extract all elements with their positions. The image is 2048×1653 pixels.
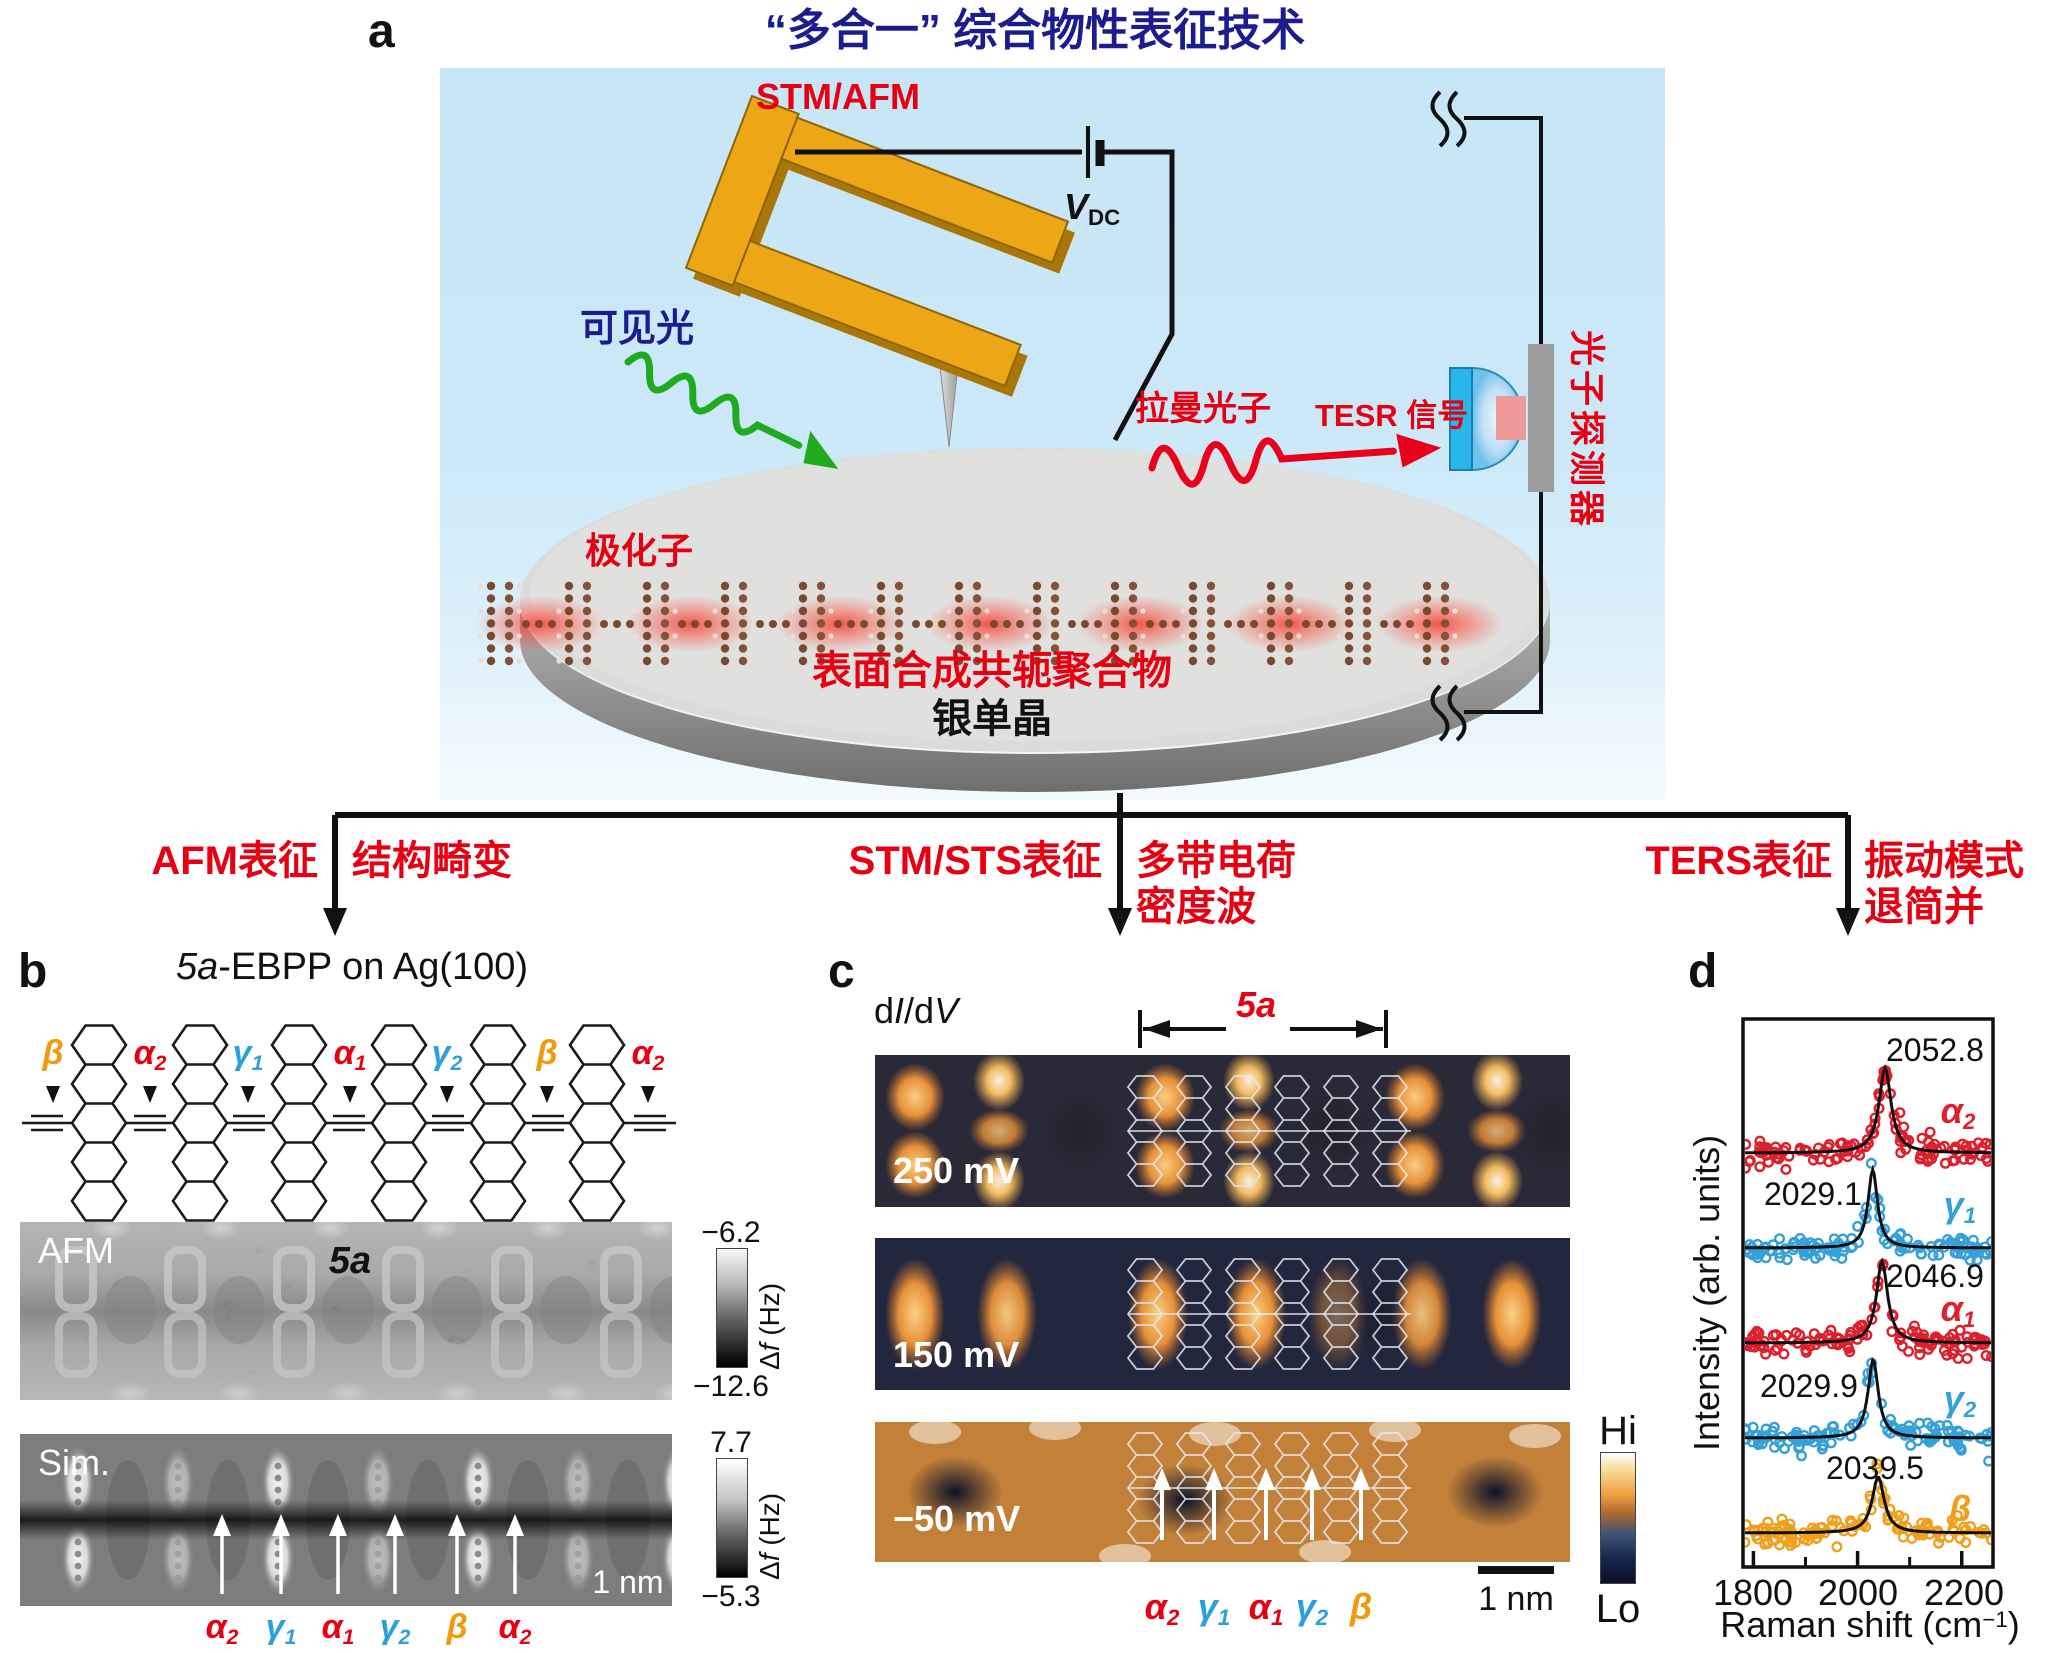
figure-title: “多合一” 综合物性表征技术 [764, 6, 1306, 55]
map-label-gamma2: γ2 [1295, 1586, 1329, 1631]
didv-map-250mV [875, 1055, 1570, 1207]
peak-value-alpha1: 2046.9 [1886, 1258, 1984, 1294]
didv-map-250mV-texture [875, 1055, 1570, 1207]
sim-label-alpha2-1: α2 [205, 1608, 239, 1649]
didv-map-minus50mV [875, 1422, 1570, 1562]
bond-label-beta-2: β [536, 1034, 558, 1072]
branch-sts-method: STM/STS表征 [848, 839, 1102, 883]
silver-crystal-label: 银单晶 [932, 697, 1052, 741]
polymer-label: 表面合成共轭聚合物 [812, 649, 1172, 693]
panel-d-label: d [1688, 945, 1718, 998]
bond-label-beta-1: β [42, 1034, 64, 1072]
didv-map-minus50mV-texture [875, 1422, 1570, 1562]
x-tick-1800: 1800 [1712, 1572, 1794, 1613]
afm-colorbar-max: −6.2 [701, 1216, 761, 1249]
peak-value-gamma1: 2029.1 [1764, 1176, 1862, 1212]
bond-label-gamma1: γ1 [232, 1034, 264, 1075]
afm-colorbar-unit: Δf (Hz) [754, 1282, 785, 1370]
polaron-label: 极化子 [585, 530, 694, 571]
branch-afm-result: 结构畸变 [352, 839, 512, 883]
didv-map-150mV [875, 1238, 1570, 1390]
didv-colorbar-hi: Hi [1599, 1409, 1637, 1453]
bias-minus50mV: −50 mV [893, 1498, 1021, 1539]
series-label-gamma2: γ2 [1943, 1378, 1977, 1423]
panel-c-label: c [828, 945, 855, 998]
raman-photon-label: 拉曼光子 [1135, 390, 1271, 428]
sim-label-alpha2-2: α2 [498, 1608, 532, 1649]
peak-value-alpha2: 2052.8 [1886, 1032, 1984, 1068]
didv-map-150mV-texture [875, 1238, 1570, 1390]
afm-colorbar-min: −12.6 [693, 1370, 769, 1403]
didv-label: dI/dV [874, 990, 959, 1031]
sim-label-beta: β [446, 1608, 468, 1646]
branch-sts-result: 多带电荷 密度波 [1136, 839, 1296, 929]
peak-value-beta: 2039.5 [1826, 1450, 1924, 1486]
bias-150mV: 150 mV [893, 1334, 1020, 1375]
sim-colorbar [716, 1458, 748, 1578]
x-tick-2200: 2200 [1923, 1572, 2005, 1613]
afm-image-label: AFM [38, 1230, 114, 1271]
map-label-beta: β [1349, 1586, 1373, 1627]
series-label-alpha2: α2 [1940, 1090, 1976, 1135]
peak-value-gamma2: 2029.9 [1760, 1368, 1858, 1404]
map-scalebar-label: 1 nm [1478, 1580, 1554, 1618]
x-axis-label: Raman shift (cm−1) [1720, 1604, 2020, 1645]
bias-250mV: 250 mV [893, 1150, 1020, 1191]
x-tick-2000: 2000 [1817, 1572, 1899, 1613]
series-label-alpha1: α1 [1940, 1288, 1976, 1333]
map-label-alpha2: α2 [1144, 1586, 1180, 1631]
afm-image [20, 1222, 672, 1400]
sim-colorbar-max: 7.7 [710, 1426, 752, 1459]
photon-detector-label: 光子探测器 [1566, 330, 1608, 531]
bond-label-gamma2: γ2 [431, 1034, 463, 1075]
branch-ters-result: 振动模式 退简并 [1864, 839, 2024, 929]
panel-b-label: b [18, 945, 48, 998]
afm-colorbar [716, 1248, 748, 1368]
sim-colorbar-unit: Δf (Hz) [754, 1492, 785, 1580]
series-label-gamma1: γ1 [1943, 1184, 1977, 1229]
sim-colorbar-min: −5.3 [701, 1580, 761, 1613]
stm-afm-label: STM/AFM [756, 76, 920, 117]
panel-b-title: 5a-EBPP on Ag(100) [175, 946, 529, 988]
map-label-alpha1: α1 [1248, 1586, 1284, 1631]
tesr-signal-label: TESR 信号 [1315, 398, 1469, 433]
sim-label-gamma2: γ2 [379, 1608, 411, 1649]
sim-scalebar-label: 1 nm [592, 1564, 664, 1600]
sim-label-alpha1: α1 [321, 1608, 355, 1649]
series-label-beta: β [1948, 1488, 1972, 1529]
bond-label-alpha2-1: α2 [133, 1034, 167, 1075]
branch-afm-method: AFM表征 [151, 839, 318, 883]
sim-image [20, 1434, 672, 1606]
panel-c-5a-span-label: 5a [1235, 984, 1277, 1025]
didv-colorbar [1600, 1452, 1636, 1584]
sim-image-texture [20, 1434, 672, 1606]
bond-label-alpha1: α1 [333, 1034, 367, 1075]
sim-label-gamma1: γ1 [265, 1608, 297, 1649]
map-label-gamma1: γ1 [1197, 1586, 1231, 1631]
sim-image-label: Sim. [38, 1442, 110, 1483]
panel-b-5a-span-label: 5a [328, 1240, 372, 1282]
afm-image-texture [20, 1222, 672, 1400]
panel-a-label: a [368, 5, 395, 58]
bond-label-alpha2-2: α2 [631, 1034, 665, 1075]
y-axis-label: Intensity (arb. units) [1686, 1134, 1727, 1452]
didv-colorbar-lo: Lo [1595, 1587, 1641, 1631]
branch-ters-method: TERS表征 [1645, 839, 1832, 883]
vdc-label: VDC [1064, 186, 1121, 231]
visible-light-label: 可见光 [580, 308, 695, 350]
